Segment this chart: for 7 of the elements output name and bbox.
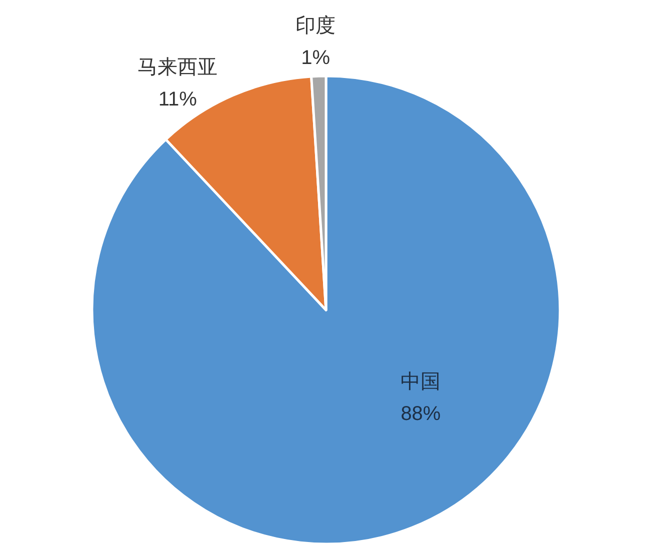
slice-label: 印度 bbox=[296, 15, 336, 38]
pie-slice bbox=[90, 74, 562, 545]
data-label: 1% bbox=[301, 47, 330, 70]
data-label: 11% bbox=[158, 88, 198, 111]
data-label: 88% bbox=[400, 403, 441, 426]
slice-label: 马来西亚 bbox=[138, 56, 218, 79]
slice-label: 中国 bbox=[400, 371, 441, 394]
